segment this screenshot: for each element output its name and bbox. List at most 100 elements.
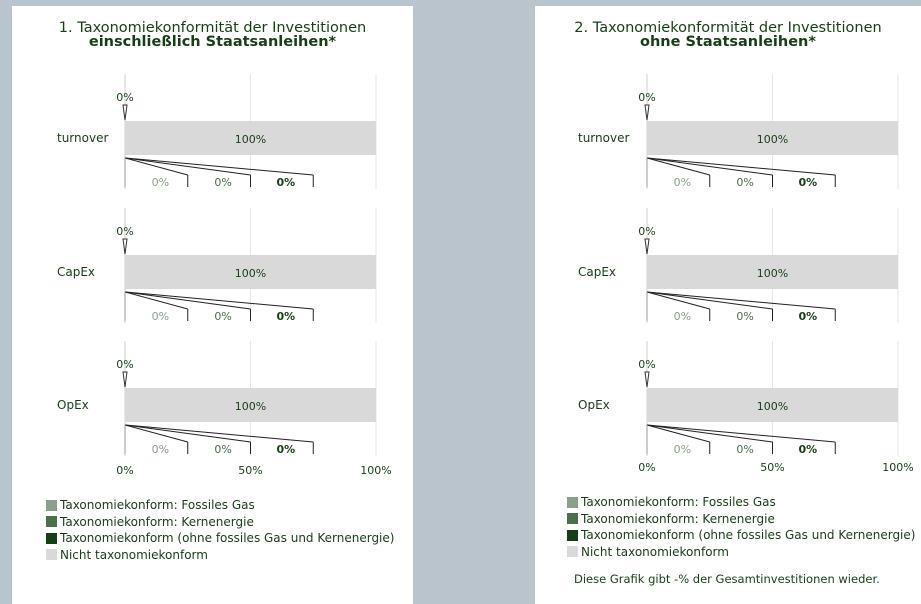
x-tick-label: 50% xyxy=(238,464,262,477)
aligned-total-marker xyxy=(644,104,650,121)
segment-value-label: 0% xyxy=(214,310,231,323)
x-tick-label: 0% xyxy=(116,464,133,477)
legend-item-nuclear: Taxonomiekonform: Kernenergie xyxy=(567,511,915,528)
chart-panel-2: 2. Taxonomiekonformität der Investitione… xyxy=(535,6,921,604)
legend-label: Nicht taxonomiekonform xyxy=(581,544,729,559)
callout-line xyxy=(124,291,251,310)
aligned-total-marker xyxy=(122,104,128,121)
legend-item-fossil-gas: Taxonomiekonform: Fossiles Gas xyxy=(567,494,915,511)
legend-label: Taxonomiekonform: Kernenergie xyxy=(581,511,775,526)
aligned-total-marker xyxy=(644,238,650,255)
legend-item-fossil-gas: Taxonomiekonform: Fossiles Gas xyxy=(46,497,394,514)
segment-value-label: 0% xyxy=(674,310,691,323)
bar-value-label: 100% xyxy=(235,133,266,146)
bar-not-aligned xyxy=(125,388,376,422)
callout-line xyxy=(646,291,773,310)
legend-item-not-aligned: Nicht taxonomiekonform xyxy=(567,544,915,561)
legend-label: Nicht taxonomiekonform xyxy=(60,547,208,562)
callout-line xyxy=(124,291,188,310)
category-label: OpEx xyxy=(57,398,89,412)
callout-line xyxy=(124,157,251,176)
segment-value-label: 0% xyxy=(277,310,296,323)
callout-line xyxy=(646,424,710,443)
legend-1: Taxonomiekonform: Fossiles Gas Taxonomie… xyxy=(46,497,394,563)
chart-title-line-1: 1. Taxonomiekonformität der Investitione… xyxy=(58,20,367,36)
legend-item-aligned-other: Taxonomiekonform (ohne fossiles Gas und … xyxy=(567,527,915,544)
aligned-total-label: 0% xyxy=(116,91,133,104)
legend-label: Taxonomiekonform: Fossiles Gas xyxy=(60,498,255,513)
legend-swatch xyxy=(567,546,578,558)
chart-note: Diese Grafik gibt -% der Gesamtinvestiti… xyxy=(574,572,880,586)
legend-2: Taxonomiekonform: Fossiles Gas Taxonomie… xyxy=(567,494,915,560)
bar-not-aligned xyxy=(647,388,898,422)
legend-label: Taxonomiekonform (ohne fossiles Gas und … xyxy=(60,531,395,546)
segment-value-label: 0% xyxy=(799,443,818,456)
legend-item-not-aligned: Nicht taxonomiekonform xyxy=(46,547,394,564)
aligned-total-marker xyxy=(122,371,128,388)
segment-value-label: 0% xyxy=(152,176,169,189)
aligned-total-label: 0% xyxy=(116,225,133,238)
bar-chart-1: 100% turnover 0% 0% 0% 0% 100% CapEx 0% 0% 0% 0% 100… xyxy=(57,74,392,477)
callout-line xyxy=(646,157,710,176)
legend-label: Taxonomiekonform: Fossiles Gas xyxy=(581,495,776,510)
x-tick-label: 50% xyxy=(760,461,784,474)
bar-value-label: 100% xyxy=(757,267,788,280)
legend-swatch xyxy=(567,496,578,508)
segment-value-label: 0% xyxy=(214,176,231,189)
segment-value-label: 0% xyxy=(152,443,169,456)
bar-value-label: 100% xyxy=(235,267,266,280)
aligned-total-label: 0% xyxy=(116,358,133,371)
aligned-total-label: 0% xyxy=(638,225,655,238)
legend-swatch xyxy=(567,529,578,541)
bar-value-label: 100% xyxy=(757,133,788,146)
bar-not-aligned xyxy=(647,255,898,289)
callout-line xyxy=(124,424,188,443)
callout-line xyxy=(124,291,314,310)
bar-not-aligned xyxy=(647,121,898,155)
chart-subtitle-1: einschließlich Staatsanleihen* xyxy=(88,34,337,50)
x-tick-label: 100% xyxy=(360,464,391,477)
legend-swatch xyxy=(567,513,578,525)
category-label: turnover xyxy=(578,131,629,145)
callout-line xyxy=(646,424,773,443)
segment-value-label: 0% xyxy=(214,443,231,456)
x-tick-label: 0% xyxy=(638,461,655,474)
chart-title-1: 1. Taxonomiekonformität der Investitione… xyxy=(12,20,413,50)
callout-line xyxy=(124,424,251,443)
segment-value-label: 0% xyxy=(799,310,818,323)
callout-line xyxy=(646,424,836,443)
segment-value-label: 0% xyxy=(736,176,753,189)
bar-chart-2: 100% turnover 0% 0% 0% 0% 100% CapEx 0% 0% 0% 0% 100… xyxy=(578,74,914,474)
chart-subtitle-2: ohne Staatsanleihen* xyxy=(640,34,816,50)
category-label: CapEx xyxy=(578,265,616,279)
x-tick-label: 100% xyxy=(882,461,913,474)
bar-not-aligned xyxy=(125,121,376,155)
category-label: turnover xyxy=(57,131,108,145)
callout-line xyxy=(124,424,314,443)
segment-value-label: 0% xyxy=(277,176,296,189)
legend-swatch xyxy=(46,532,57,544)
legend-swatch xyxy=(46,549,57,561)
aligned-total-marker xyxy=(122,238,128,255)
bar-value-label: 100% xyxy=(235,400,266,413)
callout-line xyxy=(124,157,314,176)
legend-item-aligned-other: Taxonomiekonform (ohne fossiles Gas und … xyxy=(46,530,394,547)
segment-value-label: 0% xyxy=(277,443,296,456)
segment-value-label: 0% xyxy=(152,310,169,323)
callout-line xyxy=(646,291,710,310)
segment-value-label: 0% xyxy=(736,443,753,456)
chart-title-line-2: 2. Taxonomiekonformität der Investitione… xyxy=(574,20,882,36)
aligned-total-label: 0% xyxy=(638,358,655,371)
category-label: CapEx xyxy=(57,265,95,279)
aligned-total-marker xyxy=(644,371,650,388)
legend-label: Taxonomiekonform (ohne fossiles Gas und … xyxy=(581,528,916,543)
category-label: OpEx xyxy=(578,398,610,412)
bar-not-aligned xyxy=(125,255,376,289)
segment-value-label: 0% xyxy=(799,176,818,189)
segment-value-label: 0% xyxy=(674,443,691,456)
callout-line xyxy=(124,157,188,176)
legend-item-nuclear: Taxonomiekonform: Kernenergie xyxy=(46,514,394,531)
chart-title-2: 2. Taxonomiekonformität der Investitione… xyxy=(535,20,921,50)
legend-label: Taxonomiekonform: Kernenergie xyxy=(60,514,254,529)
bar-value-label: 100% xyxy=(757,400,788,413)
